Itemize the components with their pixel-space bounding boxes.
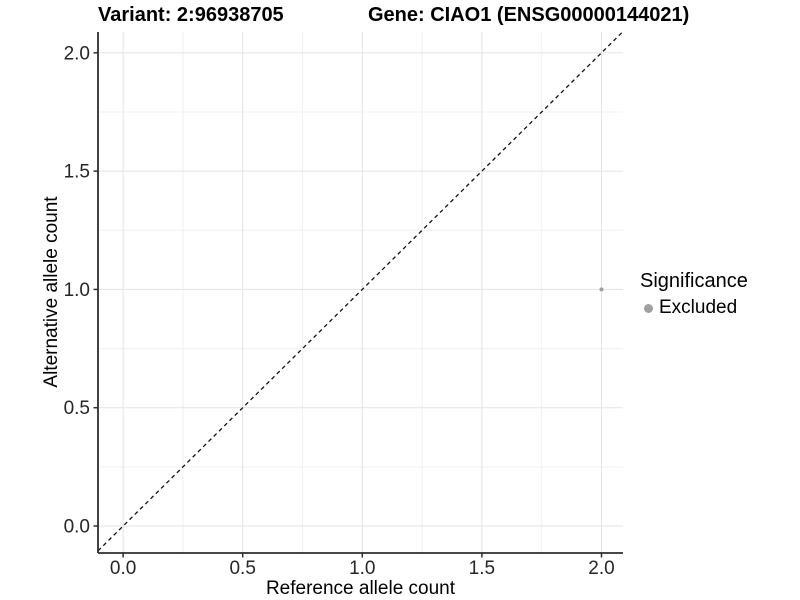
y-tick-label: 0.5 (64, 398, 90, 419)
x-tick-label: 1.0 (349, 558, 375, 579)
y-tick-label: 1.0 (64, 280, 90, 301)
legend-item-excluded: Excluded (640, 297, 748, 319)
legend-title: Significance (640, 270, 748, 292)
x-tick-label: 1.5 (469, 558, 495, 579)
x-tick-label: 0.0 (110, 558, 136, 579)
legend-key-dot-icon (644, 303, 653, 313)
x-tick-label: 0.5 (229, 558, 255, 579)
gene-title: Gene: CIAO1 (ENSG00000144021) (368, 4, 690, 26)
data-point (599, 287, 604, 292)
x-tick-label: 2.0 (588, 558, 614, 579)
y-tick-label: 2.0 (64, 43, 90, 64)
y-tick-label: 0.0 (64, 517, 90, 538)
variant-title: Variant: 2:96938705 (98, 4, 284, 26)
y-axis-title: Alternative allele count (41, 196, 62, 388)
legend: Significance Excluded (640, 269, 748, 319)
x-axis-title: Reference allele count (265, 578, 456, 599)
y-tick-label: 1.5 (64, 162, 90, 183)
legend-item-label: Excluded (659, 297, 738, 318)
identity-dashed-line (97, 31, 623, 552)
